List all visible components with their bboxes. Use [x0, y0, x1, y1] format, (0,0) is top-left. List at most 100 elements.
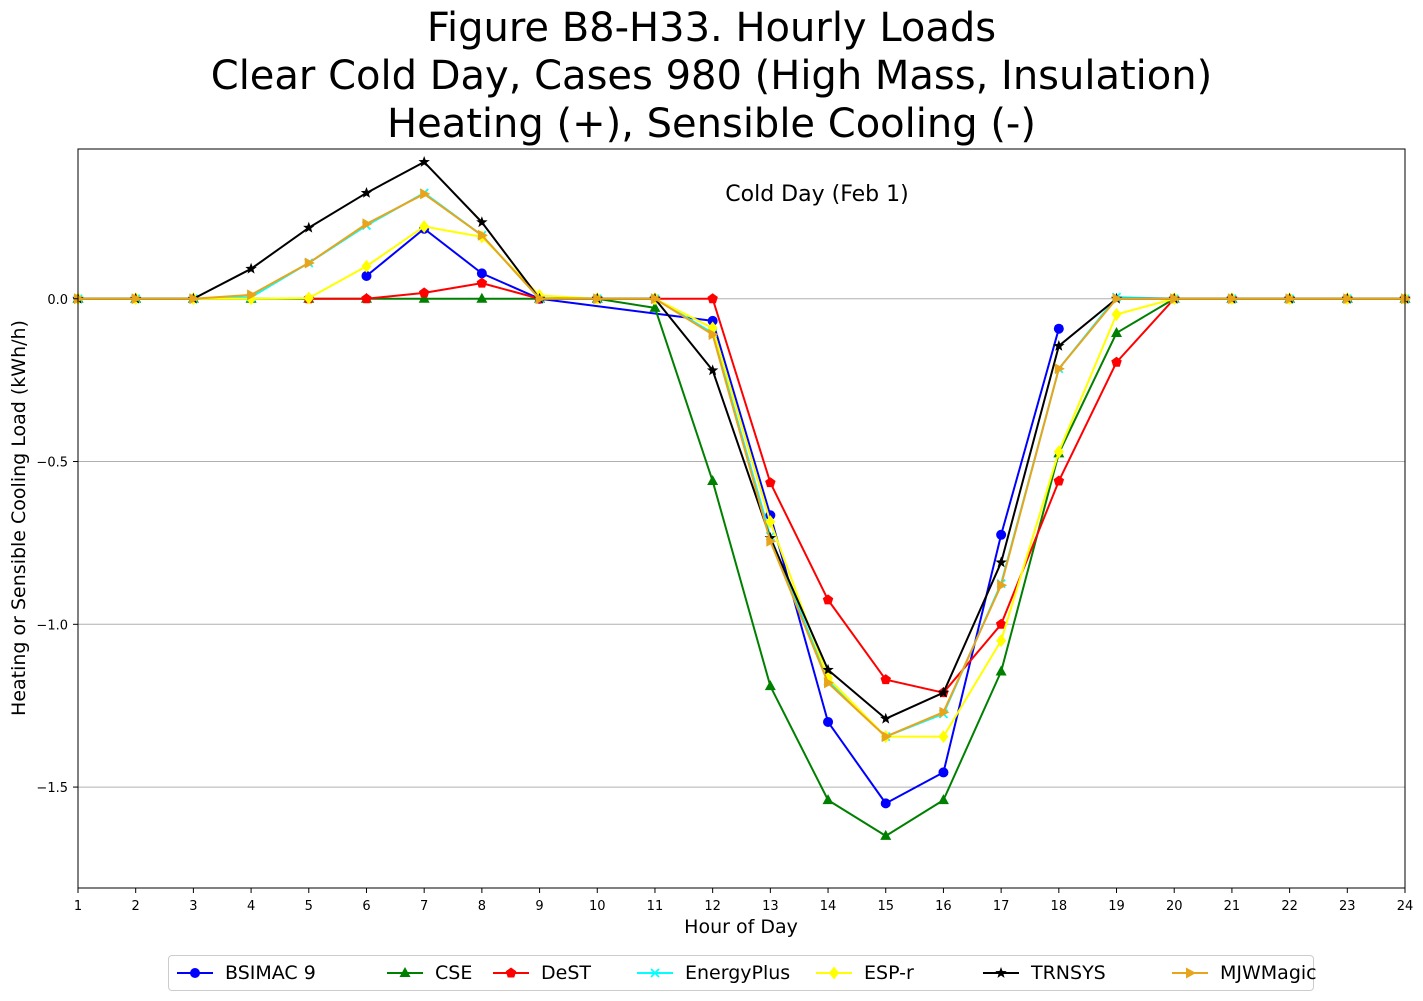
data-point-dest: [418, 287, 430, 298]
data-point-trnsys: [880, 712, 892, 724]
data-point-bsimac-9: [361, 270, 372, 281]
data-point-cse: [476, 292, 488, 303]
data-point-mjwmagic: [477, 229, 488, 241]
y-tick-label: −1.0: [36, 618, 68, 633]
data-point-mjwmagic: [766, 535, 777, 547]
legend-swatch-marker: [650, 968, 660, 978]
x-tick-label: 10: [589, 899, 606, 914]
x-tick-label: 4: [247, 899, 255, 914]
data-point-mjwmagic: [1227, 293, 1238, 305]
legend-label-esp-r: ESP-r: [864, 962, 914, 984]
x-axis-label: Hour of Day: [684, 916, 798, 938]
data-point-mjwmagic: [1285, 293, 1296, 305]
x-tick-label: 19: [1108, 899, 1125, 914]
data-point-bsimac-9: [476, 268, 487, 279]
legend-swatch-esp-r: [816, 966, 852, 980]
chart-title-line-2: Clear Cold Day, Cases 980 (High Mass, In…: [210, 53, 1213, 99]
legend-swatch-marker: [505, 967, 517, 978]
data-point-bsimac-9: [707, 315, 718, 326]
legend-item-dest: DeST: [491, 956, 591, 990]
x-tick-label: 9: [535, 899, 543, 914]
x-tick-label: 5: [305, 899, 313, 914]
data-point-mjwmagic: [593, 293, 604, 305]
series-dest: [303, 277, 1411, 698]
y-axis-label: Heating or Sensible Cooling Load (kWh/h): [8, 320, 30, 716]
data-point-bsimac-9: [880, 798, 891, 809]
legend-label-energyplus: EnergyPlus: [685, 962, 791, 984]
legend-swatch-marker: [190, 968, 200, 978]
line-chart: 1 2 3 4 5 6 7 8 9 10 11 12 13 14 15 16 17 18 19 20 21 22 23 24 …: [8, 148, 1413, 938]
x-tick-label: 22: [1281, 899, 1298, 914]
legend-swatch-marker: [829, 966, 839, 980]
plot-frame: [77, 148, 1406, 889]
data-point-trnsys: [822, 663, 834, 675]
data-point-mjwmagic: [997, 579, 1008, 591]
data-point-trnsys: [360, 186, 373, 198]
data-point-dest: [1053, 475, 1065, 486]
y-axis-ticks: 0.0 −0.5 −1.0 −1.5: [36, 293, 78, 796]
data-point-trnsys: [303, 221, 315, 233]
series-line-cse: [78, 297, 1405, 837]
data-point-mjwmagic: [74, 293, 84, 305]
x-tick-label: 20: [1166, 899, 1183, 914]
x-tick-label: 1: [74, 899, 82, 914]
data-point-bsimac-9: [1053, 323, 1064, 334]
data-point-cse: [707, 475, 719, 486]
series-line-mjwmagic: [78, 192, 1405, 738]
legend-item-energyplus: EnergyPlus: [635, 956, 790, 990]
legend-label-bsimac-9: BSIMAC 9: [225, 962, 316, 984]
data-point-mjwmagic: [881, 731, 892, 743]
data-point-trnsys: [937, 686, 950, 698]
data-point-trnsys: [995, 556, 1007, 568]
legend-swatch-trnsys: [983, 967, 1019, 978]
y-tick-label: 0.0: [47, 293, 68, 308]
data-point-esp-r: [419, 219, 430, 233]
data-point-mjwmagic: [247, 289, 258, 301]
series-cse: [72, 292, 1411, 840]
data-point-trnsys: [764, 532, 777, 543]
legend-swatch-marker: [995, 967, 1007, 978]
data-point-mjwmagic: [304, 257, 315, 269]
legend-label-trnsys: TRNSYS: [1031, 962, 1106, 984]
data-point-mjwmagic: [708, 329, 719, 341]
series-bsimac-9: [361, 223, 1064, 809]
series-group: [72, 156, 1411, 840]
x-tick-label: 12: [704, 899, 721, 914]
legend-swatch-marker: [399, 967, 411, 977]
data-point-dest: [361, 293, 372, 304]
legend-label-cse: CSE: [435, 962, 473, 984]
legend-swatch-bsimac-9: [177, 968, 213, 978]
x-tick-label: 7: [420, 899, 428, 914]
series-mjwmagic: [74, 188, 1411, 743]
data-point-trnsys: [418, 156, 430, 167]
data-point-dest: [765, 477, 776, 488]
data-point-mjwmagic: [939, 706, 950, 718]
data-point-mjwmagic: [1343, 293, 1354, 305]
data-point-dest: [476, 277, 488, 288]
data-point-bsimac-9: [823, 716, 834, 727]
data-point-cse: [880, 829, 892, 840]
legend-item-cse: CSE: [385, 956, 472, 990]
data-point-dest: [995, 618, 1007, 629]
chart-annotation: Cold Day (Feb 1): [725, 182, 908, 207]
legend-swatch-marker: [1186, 967, 1196, 979]
data-point-mjwmagic: [1401, 293, 1411, 305]
legend-swatch-cse: [387, 967, 423, 977]
data-point-mjwmagic: [1170, 293, 1181, 305]
series-line-energyplus: [78, 191, 1405, 738]
data-point-trnsys: [706, 364, 719, 376]
legend-item-trnsys: TRNSYS: [981, 956, 1106, 990]
chart-title-line-1: Figure B8-H33. Hourly Loads: [426, 5, 997, 51]
data-point-mjwmagic: [420, 188, 431, 200]
data-point-mjwmagic: [535, 293, 546, 305]
y-tick-label: −1.5: [36, 781, 68, 796]
data-point-bsimac-9: [996, 529, 1007, 540]
data-point-dest: [1111, 356, 1122, 367]
data-point-cse: [764, 680, 776, 691]
x-tick-label: 16: [935, 899, 952, 914]
data-point-mjwmagic: [189, 293, 200, 305]
x-tick-label: 21: [1224, 899, 1241, 914]
data-point-mjwmagic: [1054, 363, 1065, 375]
legend-item-bsimac-9: BSIMAC 9: [175, 956, 316, 990]
data-point-cse: [1111, 326, 1123, 337]
